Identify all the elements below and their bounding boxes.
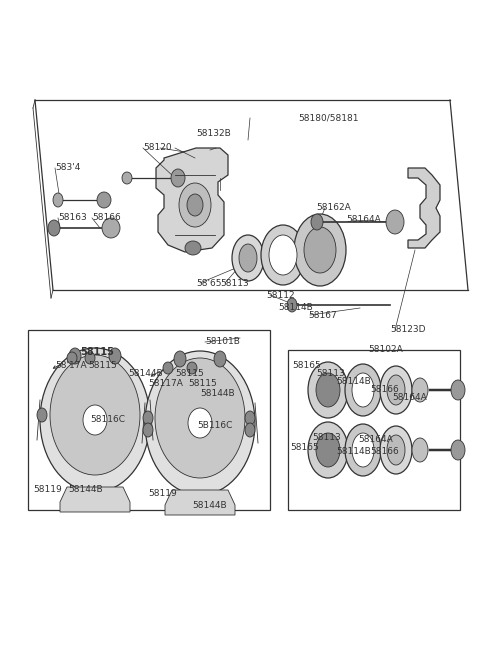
Bar [288, 350, 460, 510]
Text: 58112: 58112 [266, 290, 295, 300]
Ellipse shape [187, 194, 203, 216]
Text: 58167: 58167 [308, 311, 337, 319]
Polygon shape [60, 487, 130, 512]
Text: 58144B: 58144B [68, 486, 103, 495]
Text: 5B116C: 5B116C [197, 422, 232, 430]
Text: 58116C: 58116C [90, 415, 125, 424]
Text: 58114B: 58114B [336, 378, 371, 386]
Ellipse shape [109, 348, 121, 364]
Polygon shape [156, 148, 228, 252]
Ellipse shape [345, 424, 381, 476]
Text: 58115: 58115 [188, 378, 217, 388]
Text: 58119: 58119 [148, 489, 177, 499]
Ellipse shape [85, 352, 95, 364]
Text: 58165: 58165 [292, 361, 321, 371]
Ellipse shape [214, 351, 226, 367]
Ellipse shape [171, 169, 185, 187]
Text: 58164A: 58164A [358, 436, 393, 445]
Text: 58164A: 58164A [392, 394, 427, 403]
Ellipse shape [269, 235, 297, 275]
Ellipse shape [352, 433, 374, 467]
Text: 58123D: 58123D [390, 325, 425, 334]
Ellipse shape [102, 218, 120, 238]
Ellipse shape [48, 220, 60, 236]
Text: 58162A: 58162A [316, 204, 351, 212]
Text: 58113: 58113 [312, 434, 341, 443]
Ellipse shape [345, 364, 381, 416]
Text: 58144B: 58144B [200, 388, 235, 397]
Bar [28, 330, 270, 510]
Ellipse shape [83, 405, 107, 435]
Text: 58'17A: 58'17A [55, 361, 86, 371]
Ellipse shape [50, 355, 140, 475]
Ellipse shape [232, 235, 264, 281]
Ellipse shape [143, 411, 153, 425]
Ellipse shape [380, 426, 412, 474]
Ellipse shape [122, 172, 132, 184]
Ellipse shape [155, 358, 245, 478]
Ellipse shape [163, 362, 173, 374]
Text: 58144B: 58144B [128, 369, 163, 378]
Polygon shape [408, 168, 440, 248]
Text: 58163: 58163 [58, 214, 87, 223]
Ellipse shape [352, 373, 374, 407]
Ellipse shape [316, 373, 340, 407]
Ellipse shape [261, 225, 305, 285]
Text: 58120: 58120 [143, 143, 172, 152]
Ellipse shape [451, 380, 465, 400]
Ellipse shape [387, 435, 405, 465]
Ellipse shape [380, 366, 412, 414]
Ellipse shape [188, 408, 212, 438]
Text: 58164A: 58164A [346, 215, 381, 225]
Ellipse shape [451, 440, 465, 460]
Polygon shape [165, 490, 235, 515]
Text: 58102A: 58102A [368, 346, 403, 355]
Ellipse shape [308, 422, 348, 478]
Text: 58113: 58113 [220, 279, 249, 288]
Ellipse shape [174, 351, 186, 367]
Ellipse shape [245, 423, 255, 437]
Ellipse shape [316, 433, 340, 467]
Text: 58115: 58115 [175, 369, 204, 378]
Ellipse shape [311, 214, 323, 230]
Text: 58119: 58119 [33, 486, 62, 495]
Ellipse shape [53, 193, 63, 207]
Ellipse shape [287, 298, 297, 312]
Ellipse shape [179, 183, 211, 227]
Text: 58113: 58113 [316, 369, 345, 378]
Text: 58180/58181: 58180/58181 [298, 114, 359, 122]
Ellipse shape [308, 362, 348, 418]
Ellipse shape [245, 411, 255, 425]
Text: 58166: 58166 [370, 386, 399, 394]
Ellipse shape [40, 348, 150, 492]
Ellipse shape [97, 192, 111, 208]
Text: 58101B: 58101B [205, 338, 240, 346]
Ellipse shape [294, 214, 346, 286]
Text: 58165: 58165 [290, 443, 319, 453]
Ellipse shape [387, 375, 405, 405]
Text: 58'65: 58'65 [196, 279, 221, 288]
Text: 58166: 58166 [370, 447, 399, 457]
Text: 58117A: 58117A [148, 378, 183, 388]
Text: 58132B: 58132B [196, 129, 231, 139]
Ellipse shape [185, 241, 201, 255]
Ellipse shape [37, 408, 47, 422]
Ellipse shape [304, 227, 336, 273]
Text: 58115: 58115 [88, 361, 117, 371]
Ellipse shape [386, 210, 404, 234]
Text: 58144B: 58144B [192, 501, 227, 509]
Text: 583'4: 583'4 [55, 164, 80, 173]
Ellipse shape [412, 378, 428, 402]
Text: 58166: 58166 [92, 214, 121, 223]
Ellipse shape [69, 348, 81, 364]
Ellipse shape [145, 351, 255, 495]
Text: 58114B: 58114B [336, 447, 371, 457]
Text: 58115: 58115 [80, 347, 114, 357]
Ellipse shape [412, 438, 428, 462]
Text: 58114B: 58114B [278, 302, 313, 311]
Ellipse shape [143, 423, 153, 437]
Ellipse shape [239, 244, 257, 272]
Ellipse shape [187, 362, 197, 374]
Ellipse shape [67, 352, 77, 364]
